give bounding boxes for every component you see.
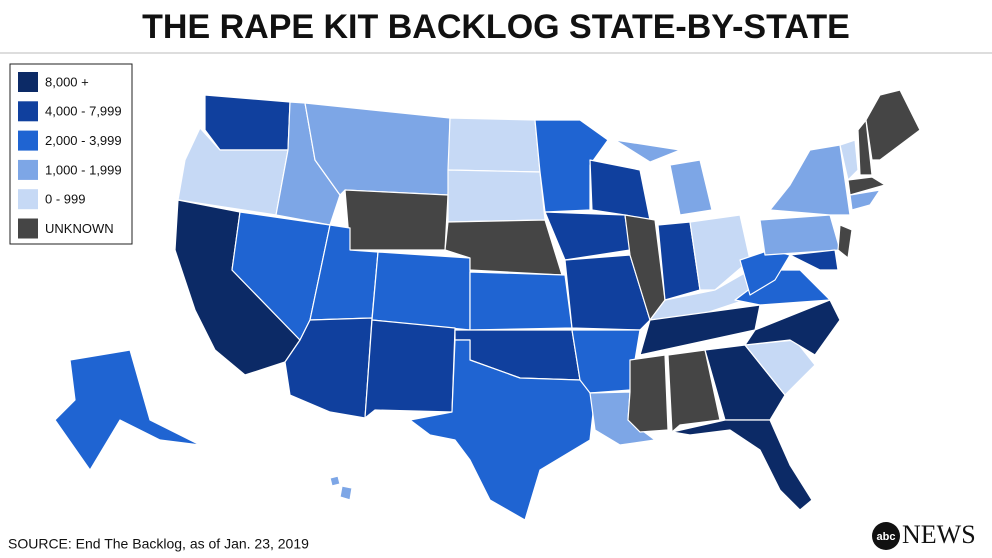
state [847,176,886,196]
legend-swatch [18,72,38,92]
source: SOURCE: End The Backlog, as of Jan. 23, … [8,536,309,552]
state [839,139,859,181]
state [204,94,291,151]
state [447,117,541,173]
state [339,485,353,501]
legend-swatch [18,159,38,180]
state [689,214,751,291]
legend-swatch [18,101,38,122]
state [849,189,881,211]
state [571,329,641,394]
state [759,214,841,256]
state [54,349,201,471]
state [769,144,851,216]
state [409,339,596,521]
state [564,254,651,331]
state [667,349,721,433]
state [704,344,786,421]
state [344,189,449,251]
legend-label: UNKNOWN [45,221,114,236]
state [364,319,456,419]
legend-label: 1,000 - 1,999 [45,162,122,177]
state [544,211,631,261]
legend-box [9,63,133,245]
state [837,224,853,259]
map [54,89,921,521]
logo-mark: abc [877,531,896,543]
state [669,159,713,216]
legend-swatch [18,130,38,151]
state [329,475,341,487]
state [857,119,873,176]
legend-label: 8,000 + [45,74,89,89]
state [444,219,563,276]
logo-text: NEWS [902,520,976,549]
state [671,419,813,511]
state [589,159,651,221]
state [627,354,669,433]
state [469,271,573,331]
state [614,139,681,163]
state [371,251,471,331]
title: THE RAPE KIT BACKLOG STATE-BY-STATE [142,8,850,46]
legend-swatch [18,189,38,210]
legend-label: 2,000 - 3,999 [45,133,122,148]
state [447,169,546,223]
legend-label: 4,000 - 7,999 [45,104,122,119]
state [534,119,609,213]
legend-label: 0 - 999 [45,192,85,207]
legend-swatch [18,218,38,239]
state [789,249,839,271]
legend: 8,000 + 4,000 - 7,999 2,000 - 3,999 1,000 -… [9,63,133,245]
logo-circle [872,522,900,550]
state [865,89,921,161]
